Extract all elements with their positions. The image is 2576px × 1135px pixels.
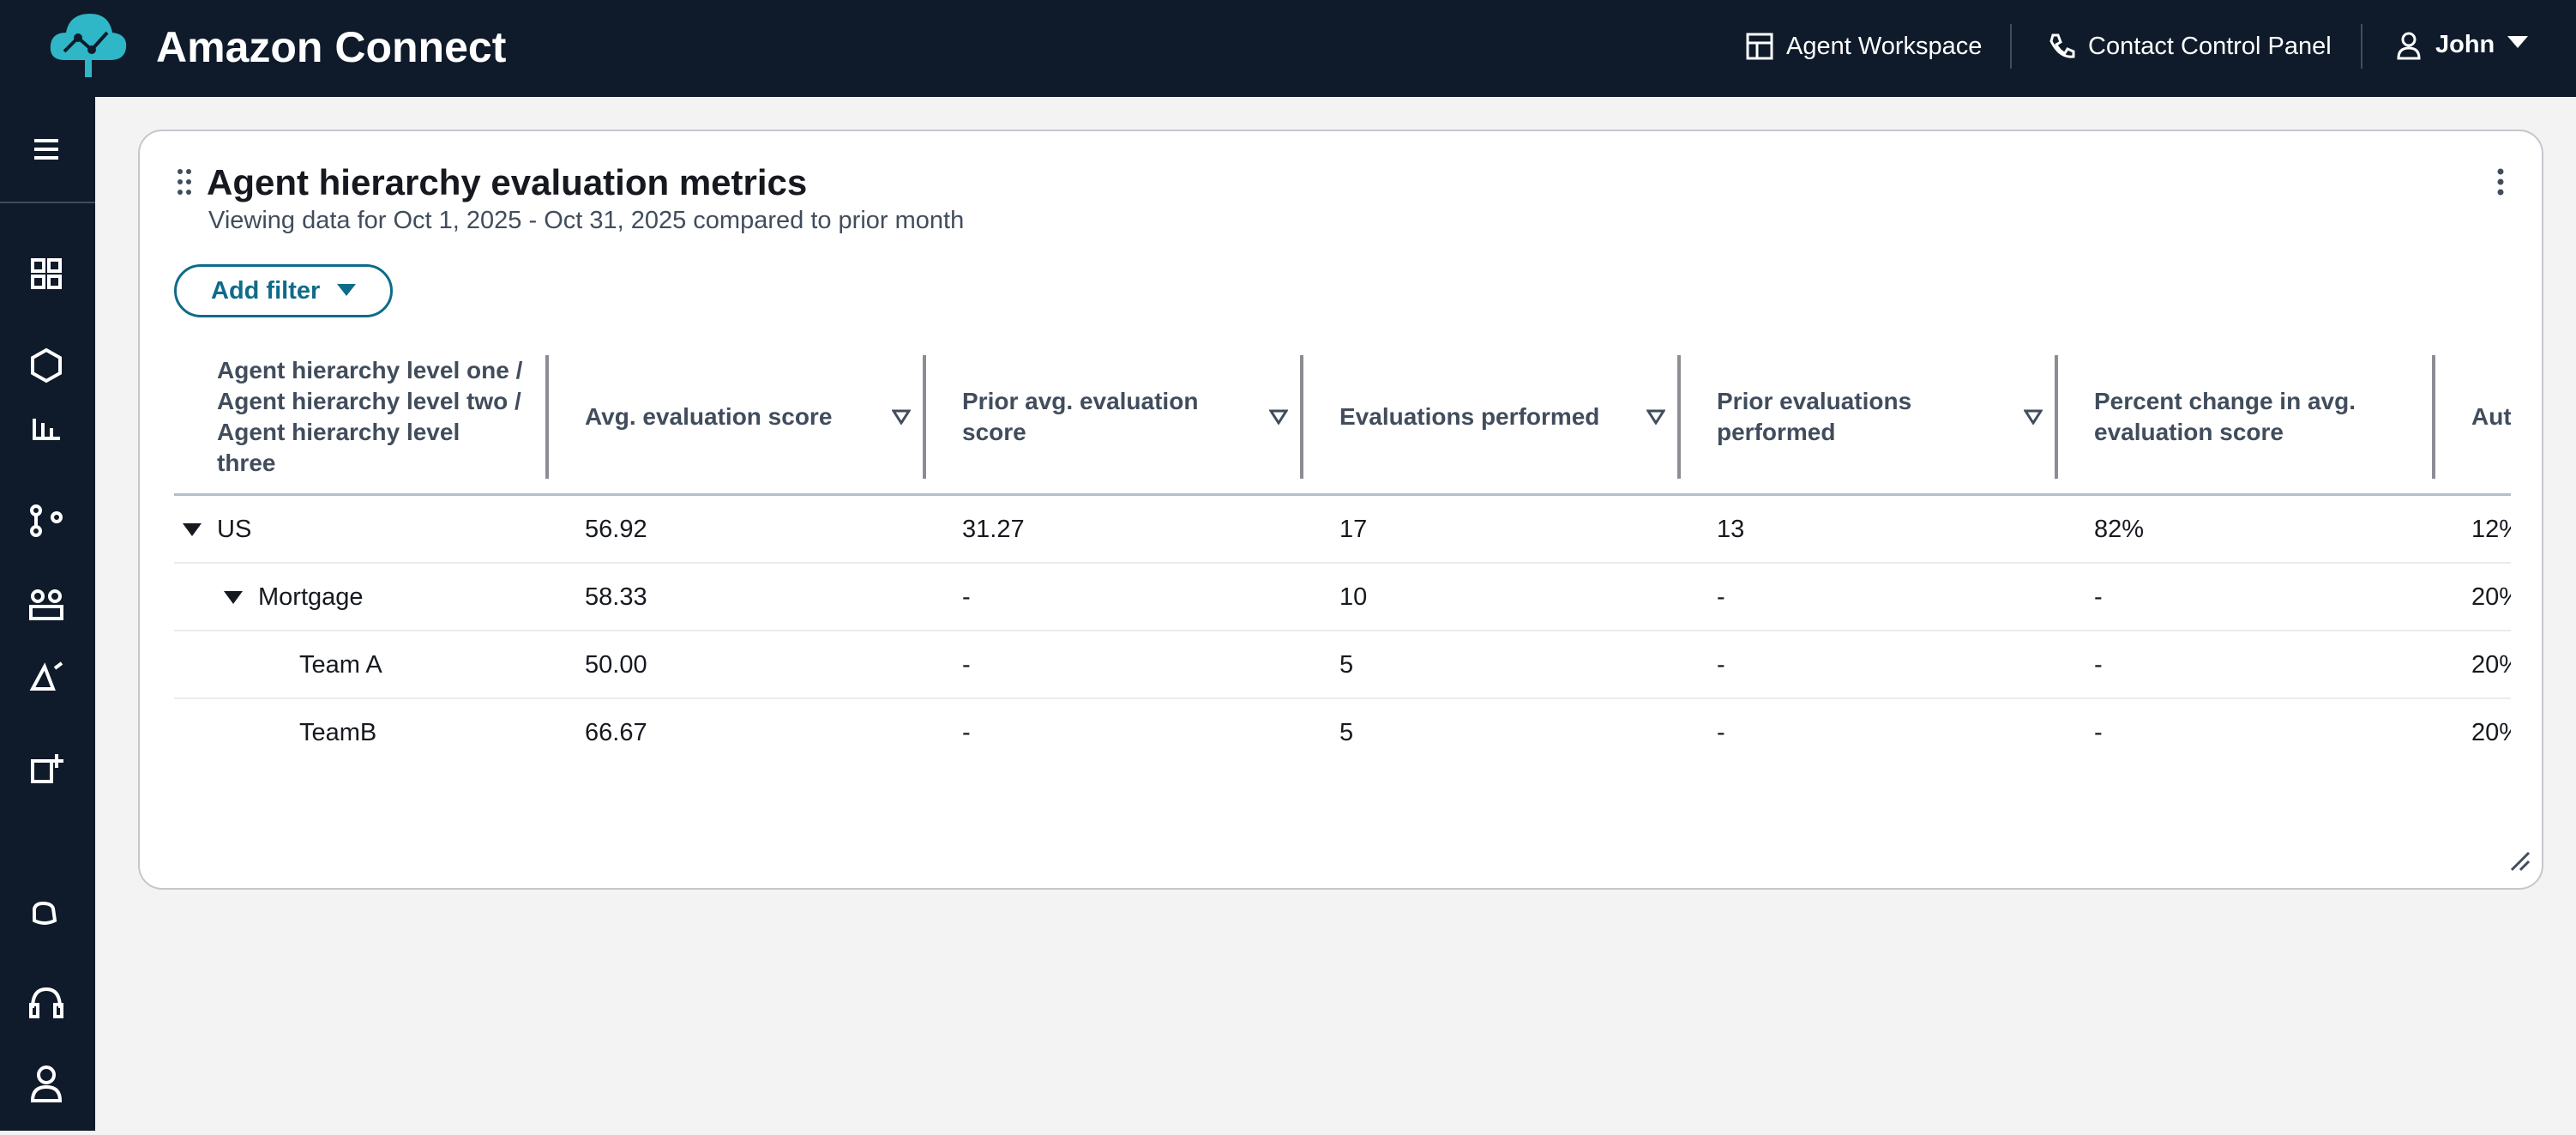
- table-cell: -: [962, 583, 971, 611]
- table-cell: -: [2094, 583, 2103, 611]
- table-cell: 20%: [2471, 719, 2511, 746]
- expand-toggle[interactable]: [224, 591, 243, 605]
- drag-handle[interactable]: [176, 167, 193, 196]
- table-cell: 31.27: [962, 516, 1025, 543]
- expand-toggle[interactable]: [183, 523, 202, 537]
- table-cell: 66.67: [585, 719, 647, 746]
- more-menu[interactable]: [2495, 167, 2506, 196]
- nav-link[interactable]: Contact Control Panel: [2088, 33, 2332, 60]
- side-icons: [0, 139, 95, 1102]
- table-cell: 20%: [2471, 583, 2511, 611]
- row-border: [174, 562, 2511, 564]
- sort-icon[interactable]: [892, 409, 911, 425]
- caret[interactable]: [2507, 36, 2528, 50]
- column-separator: [2055, 355, 2058, 479]
- table-cell: -: [2094, 651, 2103, 679]
- column-header: Aut: [2471, 403, 2511, 430]
- row-border: [174, 630, 2511, 631]
- column-separator: [1300, 355, 1303, 479]
- table-cell: -: [1717, 719, 1725, 746]
- row-border: [174, 697, 2511, 699]
- table-cell: 56.92: [585, 516, 647, 543]
- table-cell: Team A: [299, 651, 382, 679]
- table-cell: Mortgage: [258, 583, 364, 611]
- side-nav: [0, 97, 95, 1131]
- nav-link[interactable]: Agent Workspace: [1786, 33, 1983, 60]
- column-header: Agent hierarchy level one / Agent hierar…: [217, 357, 523, 476]
- column-separator: [923, 355, 926, 479]
- table-cell: 12%: [2471, 516, 2511, 543]
- data-table: Agent hierarchy level one / Agent hierar…: [174, 355, 2511, 767]
- table-cell: -: [962, 651, 971, 679]
- table-cell: 13: [1717, 516, 1745, 543]
- table-cell: 20%: [2471, 651, 2511, 679]
- column-header: Prior evaluations performed: [1717, 388, 1912, 445]
- table-cell: -: [1717, 583, 1725, 611]
- column-header: Prior avg. evaluation score: [962, 388, 1199, 445]
- sort-icon[interactable]: [1269, 409, 1288, 425]
- caret: [337, 284, 357, 296]
- column-separator: [545, 355, 549, 479]
- table-cell: -: [1717, 651, 1725, 679]
- logo: [50, 14, 127, 77]
- table-cell: 82%: [2094, 516, 2145, 543]
- table-cell: TeamB: [299, 719, 377, 746]
- table-cell: -: [962, 719, 971, 746]
- divider: [2010, 24, 2012, 69]
- table-cell: 5: [1339, 719, 1354, 746]
- table-cell: 58.33: [585, 583, 647, 611]
- column-header: Evaluations performed: [1339, 403, 1600, 430]
- table-cell: 50.00: [585, 651, 647, 679]
- table-cell: US: [217, 516, 252, 543]
- card-subtitle: Viewing data for Oct 1, 2025 - Oct 31, 2…: [208, 207, 965, 234]
- resize-handle[interactable]: [2508, 849, 2531, 872]
- user-menu[interactable]: John: [2435, 31, 2495, 58]
- table-cell: 17: [1339, 516, 1368, 543]
- user-icon: [2397, 32, 2421, 60]
- add-filter-button[interactable]: Add filter: [174, 264, 393, 317]
- table-cell: -: [2094, 719, 2103, 746]
- table-cell: 5: [1339, 651, 1354, 679]
- table-cell: 10: [1339, 583, 1368, 611]
- column-separator: [2432, 355, 2435, 479]
- sort-icon[interactable]: [2024, 409, 2043, 425]
- add-filter-label: Add filter: [211, 276, 321, 305]
- brand: Amazon Connect: [156, 23, 507, 71]
- column-header: Percent change in avg. evaluation score: [2094, 388, 2356, 445]
- sort-icon[interactable]: [1646, 409, 1665, 425]
- phone-icon: [2049, 33, 2075, 58]
- column-separator: [1677, 355, 1681, 479]
- workspace-icon: [1746, 33, 1773, 60]
- header-border: [174, 493, 2511, 496]
- divider: [2361, 24, 2362, 69]
- top-bar: Amazon Connect Agent Workspace Contact C…: [0, 0, 2576, 97]
- widget-card: Agent hierarchy evaluation metrics Viewi…: [138, 130, 2543, 890]
- card-title: Agent hierarchy evaluation metrics: [207, 162, 808, 202]
- column-header: Avg. evaluation score: [585, 403, 833, 430]
